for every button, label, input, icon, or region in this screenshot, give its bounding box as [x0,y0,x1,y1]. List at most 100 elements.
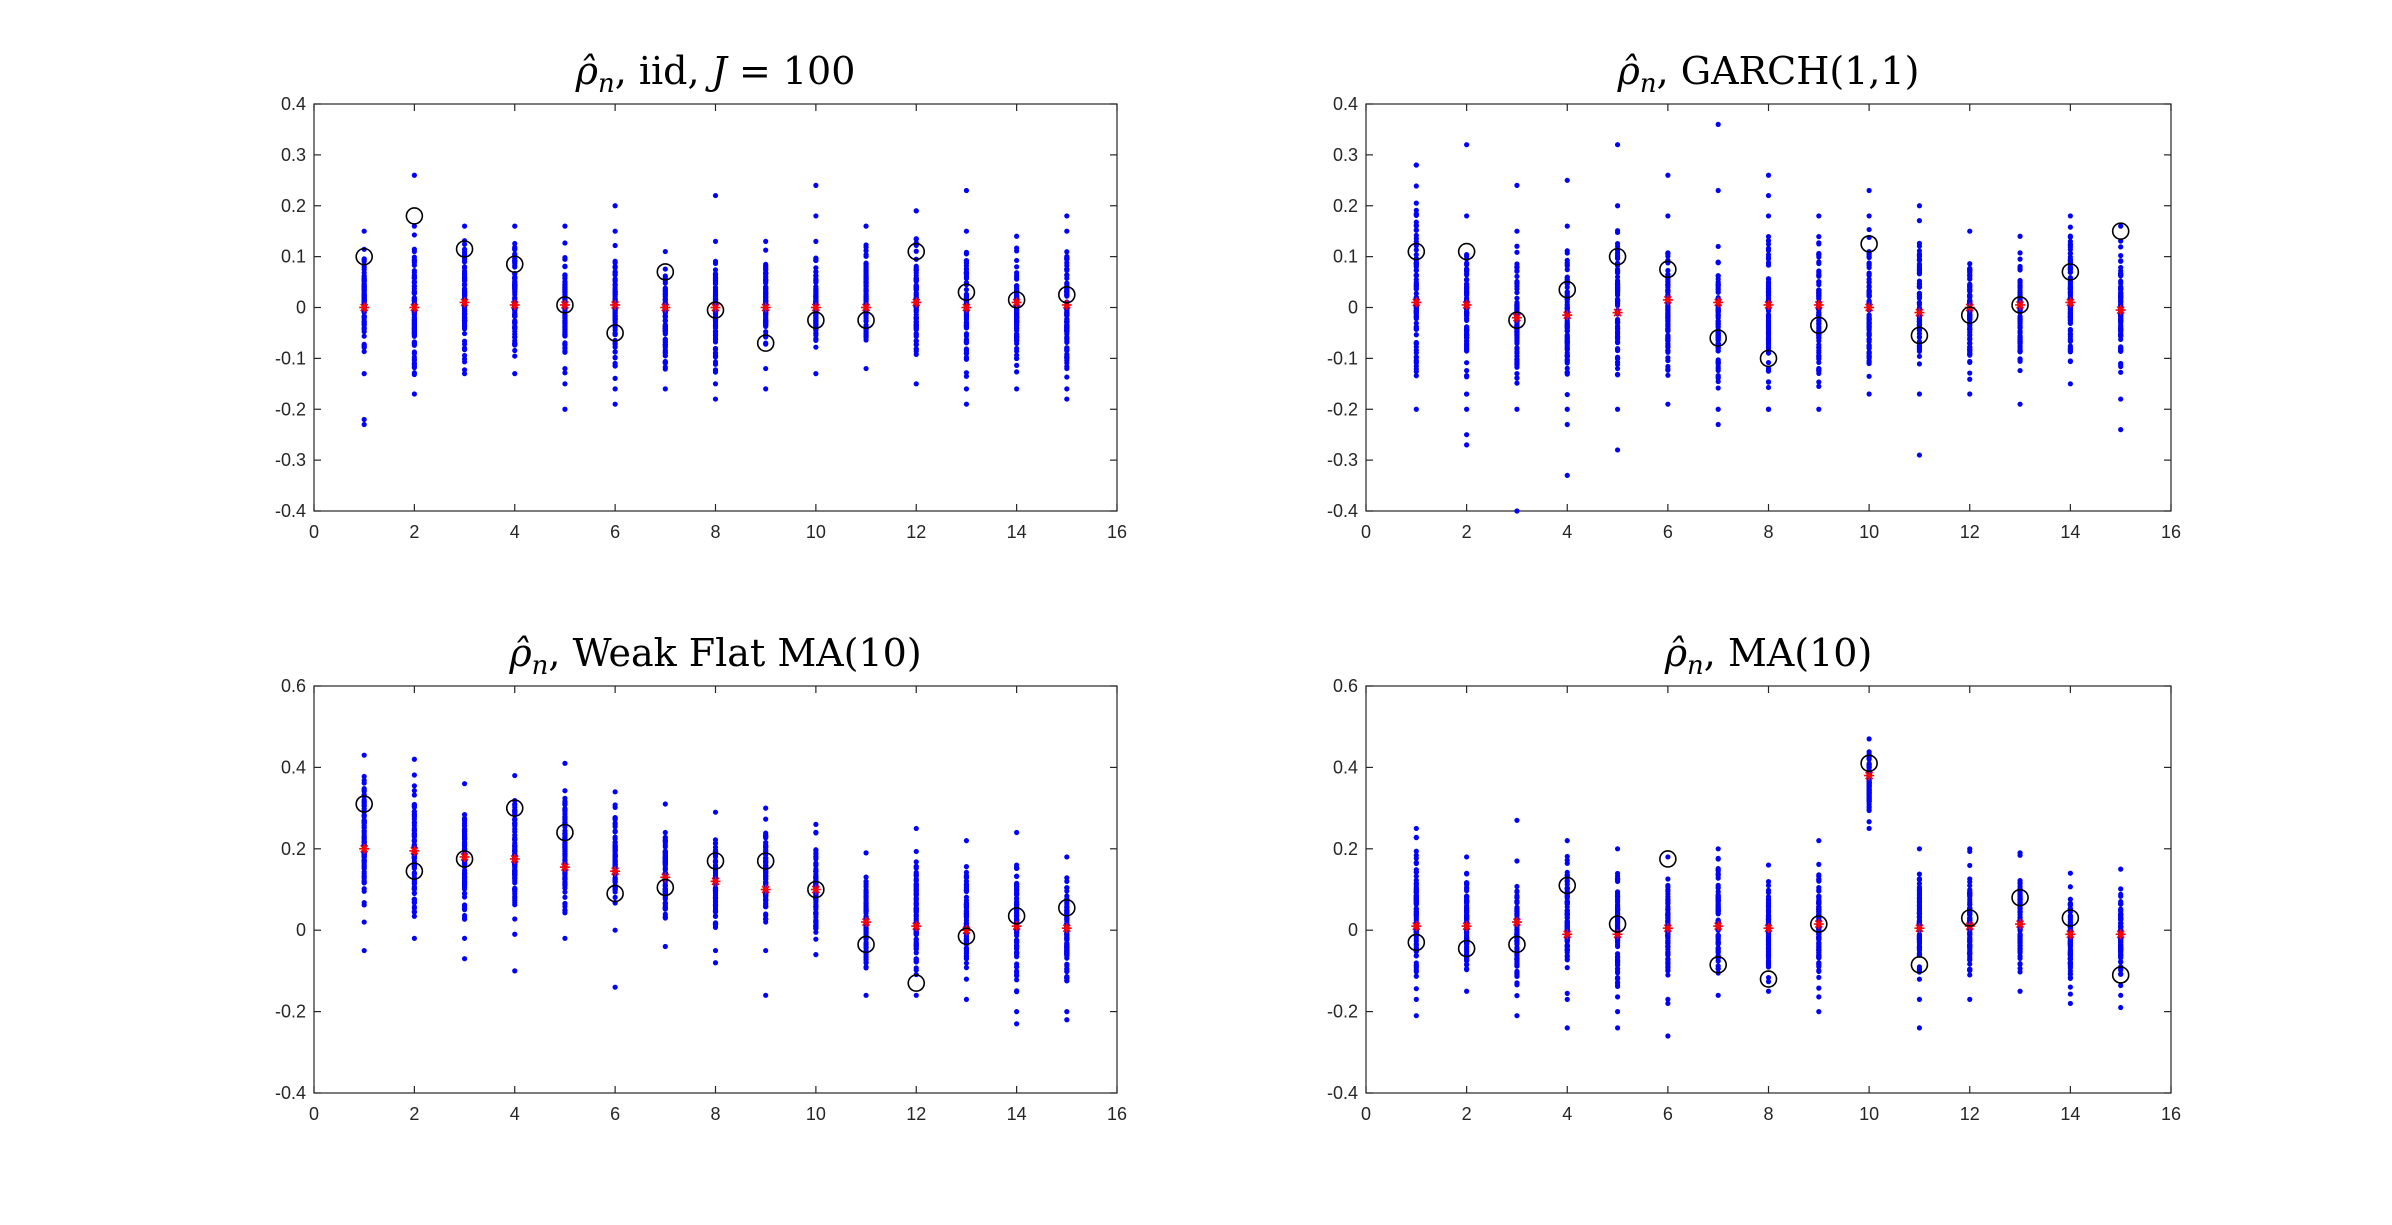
title-text: , iid, [615,49,712,93]
y-tick-label: 0.6 [281,676,306,696]
simulated-point [1514,228,1520,234]
simulated-point [612,804,618,810]
simulated-point [2118,344,2124,350]
simulated-point [1816,278,1822,285]
simulated-point [963,260,970,266]
simulated-point [913,286,919,292]
simulated-point [1413,960,1419,966]
observed-value-circle [1007,291,1026,309]
simulated-point [1715,307,1721,313]
x-tick-label: 14 [1007,522,1027,542]
simulated-point [361,947,367,954]
simulated-point [612,401,618,407]
simulated-point [1665,972,1671,978]
simulated-point [763,830,769,836]
simulated-point [963,948,970,954]
simulated-point [1665,366,1671,372]
simulated-point [411,865,417,871]
simulated-point [662,359,668,365]
simulated-point [1564,943,1570,950]
simulated-point [1064,290,1070,296]
simulated-point [1866,254,1872,260]
simulated-point [2017,367,2023,374]
simulated-point [1514,375,1520,381]
simulated-point [1916,361,1923,367]
mean-marker [559,299,570,310]
mean-marker [961,302,972,313]
mean-marker [1411,297,1422,308]
simulated-point [1564,877,1570,883]
simulated-point [913,348,919,354]
chart-title: ρ̂n, GARCH(1,1) [1617,49,1920,99]
simulated-point [562,824,568,830]
mean-marker [1763,299,1774,310]
simulated-point [1464,432,1470,438]
x-tick-label: 4 [1562,522,1572,542]
simulated-point [1014,1009,1020,1015]
simulated-point [1464,962,1470,968]
simulated-point [1464,327,1470,334]
simulated-point [1514,888,1520,894]
simulated-point [1014,929,1020,935]
observed-value-circle [857,311,875,330]
simulated-point [1614,951,1621,957]
simulated-point [963,401,970,407]
simulated-point [1413,834,1419,840]
simulated-point [411,314,417,320]
simulated-point [1564,915,1570,921]
observed-value-circle [1860,235,1878,253]
simulated-point [1916,218,1923,224]
simulated-point [1413,869,1419,875]
observed-value-circle [706,301,725,319]
simulated-point [1614,346,1621,352]
simulated-point [361,823,367,829]
mean-marker [1813,299,1824,310]
mean-marker [961,925,972,936]
simulated-point [411,756,417,762]
simulated-point [913,342,919,348]
x-tick-label: 0 [309,1104,319,1124]
simulated-point [963,350,970,356]
simulated-point [1064,353,1070,359]
simulated-point [361,333,367,339]
simulated-point [411,342,417,348]
simulated-point [461,902,468,908]
simulated-point [512,263,518,269]
simulated-point [813,936,819,942]
simulated-point [1514,346,1520,352]
simulated-point [2067,337,2073,344]
simulated-point [1514,927,1520,933]
simulated-point [963,878,970,884]
simulated-point [1064,272,1070,278]
simulated-point [612,228,618,234]
simulated-point [1564,990,1570,996]
simulated-point [1916,265,1923,271]
simulated-point [662,318,668,324]
simulated-point [2118,285,2124,292]
simulated-point [612,386,618,392]
mean-marker [610,866,621,877]
simulated-point [712,267,719,273]
simulated-point [562,333,568,339]
simulated-point [1765,335,1772,342]
simulated-point [712,853,719,859]
simulated-point [1614,320,1621,326]
mean-marker [1061,923,1072,934]
simulated-point [813,861,819,867]
simulated-point [612,285,618,291]
simulated-point [763,868,769,874]
simulated-point [763,297,769,303]
simulated-point [1514,883,1520,890]
simulated-point [1564,898,1570,905]
simulated-point [512,246,518,252]
y-tick-label: 0 [296,920,306,940]
x-tick-label: 16 [2161,522,2181,542]
simulated-point [813,332,819,338]
x-tick-label: 8 [710,522,720,542]
simulated-point [1665,372,1671,378]
simulated-point [1765,262,1772,268]
simulated-point [863,322,869,328]
x-tick-label: 4 [510,1104,520,1124]
simulated-point [1464,871,1470,877]
mean-marker [1562,310,1573,321]
